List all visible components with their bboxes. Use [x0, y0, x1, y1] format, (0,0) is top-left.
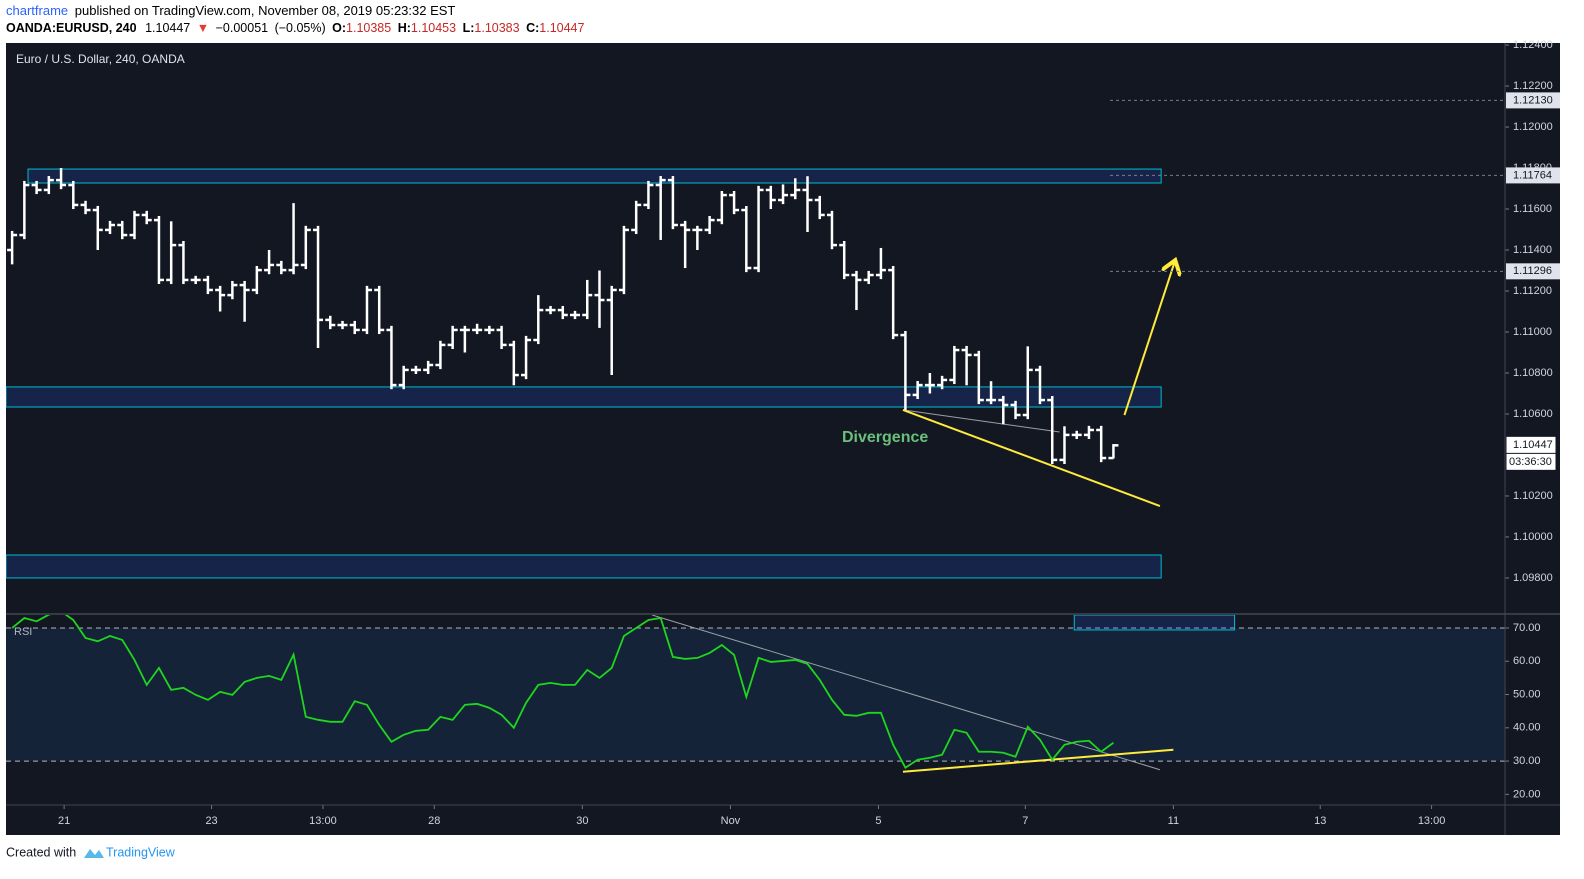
- last-price: 1.10447: [145, 21, 190, 35]
- y-tick-label: 1.11200: [1513, 285, 1552, 297]
- y-tick-label: 1.10800: [1513, 367, 1553, 379]
- y-tick-label: 1.09800: [1513, 572, 1553, 584]
- y-tick-label: 50.00: [1513, 688, 1541, 700]
- change-pct: (−0.05%): [275, 21, 326, 35]
- x-tick-label: 30: [576, 815, 588, 827]
- zone: [1073, 615, 1236, 631]
- x-tick-label: 11: [1168, 815, 1179, 827]
- y-tick-label: 30.00: [1513, 755, 1541, 767]
- price-label: 1.11764: [1513, 169, 1552, 181]
- price-label-box: [1506, 167, 1560, 184]
- price-label: 1.12130: [1513, 94, 1553, 106]
- low-label: L:: [463, 21, 475, 35]
- price-pane: [6, 168, 1175, 579]
- rsi-label: RSI: [14, 626, 32, 638]
- rsi-line: [11, 615, 1114, 770]
- x-tick-label: 13: [1314, 815, 1326, 827]
- x-tick-label: Nov: [721, 815, 741, 827]
- footer-text: Created with: [6, 845, 76, 859]
- y-tick-label: 1.10600: [1513, 408, 1553, 420]
- x-tick-label: 21: [58, 815, 70, 827]
- close-value: 1.10447: [539, 21, 584, 35]
- open-label: O:: [332, 21, 346, 35]
- y-tick-label: 1.10200: [1513, 490, 1553, 502]
- last-price-label: 1.10447: [1513, 439, 1553, 451]
- footer-brand: TradingView: [106, 845, 176, 859]
- y-tick-label: 1.11600: [1513, 203, 1552, 215]
- rsi-band: [6, 627, 1505, 762]
- chart-background: [6, 43, 1560, 835]
- countdown: 03:36:30: [1509, 456, 1552, 468]
- y-tick-label: 1.11000: [1513, 326, 1552, 338]
- axes: 1.124001.122001.120001.118001.116001.114…: [58, 39, 1560, 827]
- trend-line: [902, 748, 1174, 773]
- y-tick-label: 20.00: [1513, 788, 1541, 800]
- trend-line: [651, 615, 1161, 771]
- high-label: H:: [398, 21, 411, 35]
- y-tick-label: 40.00: [1513, 722, 1541, 734]
- arrow: [1123, 262, 1174, 416]
- footer-logo: [84, 849, 104, 858]
- x-tick-label: 13:00: [1418, 815, 1446, 827]
- y-tick-label: 1.12400: [1513, 39, 1553, 51]
- trend-line: [902, 409, 1060, 433]
- price-label: 1.11296: [1513, 265, 1552, 277]
- rsi-pane: [6, 615, 1505, 773]
- x-tick-label: 28: [428, 815, 440, 827]
- legend: Euro / U.S. Dollar, 240, OANDA: [16, 52, 185, 66]
- x-tick-label: 13:00: [309, 815, 337, 827]
- annotation: Divergence: [842, 429, 928, 446]
- x-tick-label: 5: [875, 815, 881, 827]
- y-tick-label: 1.12200: [1513, 80, 1553, 92]
- price-label-box: [1506, 92, 1560, 109]
- author: chartframe: [6, 3, 68, 18]
- zone: [27, 168, 1162, 184]
- symbol-line: OANDA:EURUSD, 240 1.10447 ▼ −0.00051 (−0…: [6, 21, 584, 35]
- low-value: 1.10383: [474, 21, 519, 35]
- y-tick-label: 1.12000: [1513, 121, 1553, 133]
- change: −0.00051: [216, 21, 269, 35]
- direction: ▼: [197, 21, 209, 35]
- zone: [6, 386, 1162, 408]
- y-tick-label: 1.10000: [1513, 531, 1553, 543]
- x-tick-label: 23: [205, 815, 217, 827]
- symbol: OANDA:EURUSD, 240: [6, 21, 137, 35]
- open-value: 1.10385: [346, 21, 391, 35]
- y-tick-label: 1.11400: [1513, 244, 1552, 256]
- price-label-box: [1506, 263, 1560, 280]
- publish-line: chartframe published on TradingView.com,…: [6, 3, 455, 18]
- zone: [6, 554, 1162, 579]
- y-tick-label: 60.00: [1513, 655, 1541, 667]
- y-tick-label: 70.00: [1513, 622, 1541, 634]
- high-value: 1.10453: [411, 21, 456, 35]
- close-label: C:: [526, 21, 539, 35]
- trend-line: [902, 408, 1161, 507]
- x-tick-label: 7: [1022, 815, 1028, 827]
- published: published on TradingView.com, November 0…: [75, 3, 456, 18]
